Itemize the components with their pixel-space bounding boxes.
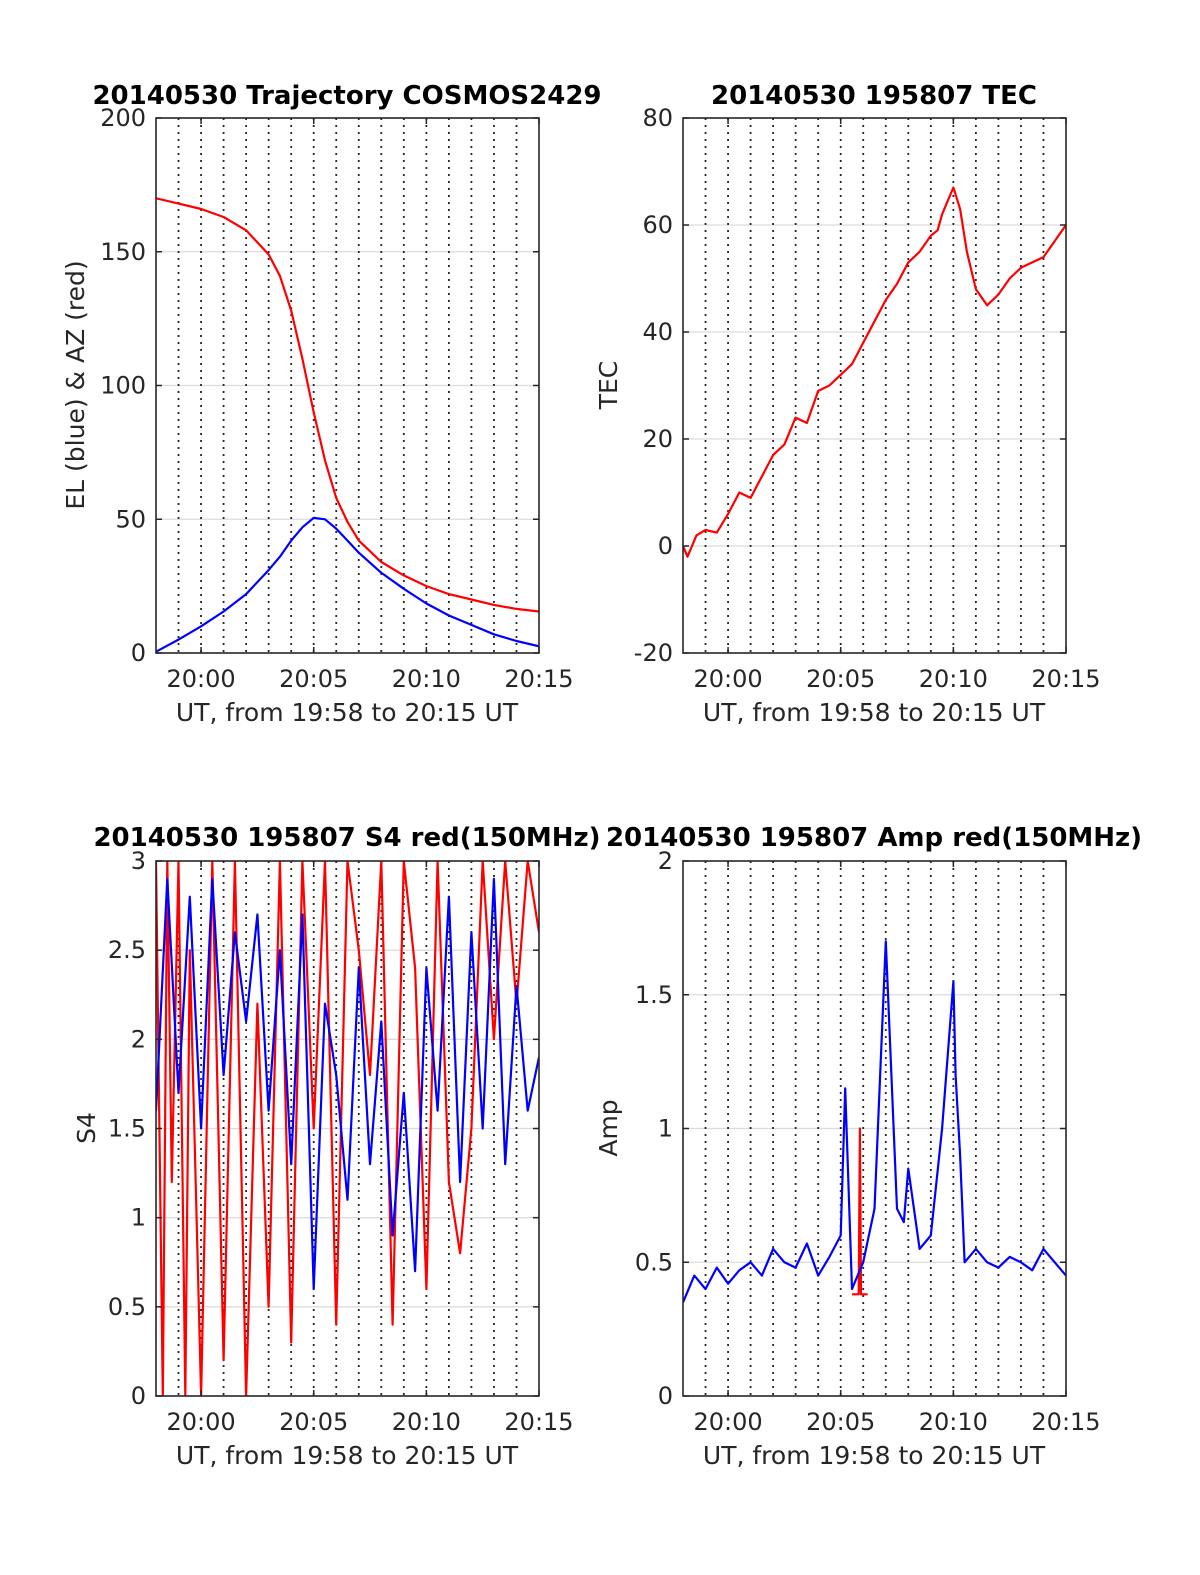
tec-series-group	[683, 186, 1066, 558]
tec-ytick-label-2: 20	[642, 425, 673, 453]
tec-xtick-label-3: 20:15	[1031, 665, 1100, 693]
trajectory-panel: 20140530 Trajectory COSMOS2429 0 50 100 150…	[61, 81, 602, 727]
s4-ytick-label-6: 3	[131, 847, 146, 875]
trajectory-xtick-label-0: 20:00	[166, 665, 235, 693]
s4-xtick-label-0: 20:00	[166, 1408, 235, 1436]
tec-ytick-label-4: 60	[642, 211, 673, 239]
amp-ytick-label-1: 0.5	[635, 1248, 673, 1276]
tec-panel: 20140530 195807 TEC -20 0 20 40 60 80 20:00 20:…	[594, 81, 1101, 727]
s4-ylabel: S4	[72, 1112, 101, 1144]
s4-panel: 20140530 195807 S4 red(150MHz) 0 0.5 1 1.5 2…	[72, 823, 601, 1470]
tec-axes-frame	[682, 117, 1067, 654]
s4-xlabel: UT, from 19:58 to 20:15 UT	[176, 1441, 519, 1470]
amp-xtick-label-3: 20:15	[1031, 1408, 1100, 1436]
tec-xtick-label-0: 20:00	[693, 665, 762, 693]
amp-series-1-line	[683, 940, 1066, 1303]
amp-ytick-label-2: 1	[658, 1115, 673, 1143]
amp-title: 20140530 195807 Amp red(150MHz)	[606, 823, 1142, 853]
tec-xtick-label-2: 20:10	[919, 665, 988, 693]
s4-ytick-label-4: 2	[131, 1025, 146, 1053]
amp-ytick-label-3: 1.5	[635, 981, 673, 1009]
trajectory-ytick-label-0: 0	[131, 639, 146, 667]
amp-xtick-label-1: 20:05	[806, 1408, 875, 1436]
amp-panel: 20140530 195807 Amp red(150MHz) 0 0.5 1 1.5…	[594, 823, 1142, 1470]
trajectory-series-group	[156, 197, 539, 653]
trajectory-xtick-label-2: 20:10	[392, 665, 461, 693]
amp-ylabel: Amp	[594, 1099, 623, 1156]
trajectory-xlabel: UT, from 19:58 to 20:15 UT	[176, 698, 519, 727]
s4-title: 20140530 195807 S4 red(150MHz)	[93, 823, 600, 853]
s4-xtick-label-3: 20:15	[504, 1408, 573, 1436]
amp-xtick-label-2: 20:10	[919, 1408, 988, 1436]
s4-ytick-label-5: 2.5	[108, 936, 146, 964]
trajectory-title: 20140530 Trajectory COSMOS2429	[92, 81, 601, 111]
s4-xtick-label-2: 20:10	[392, 1408, 461, 1436]
s4-series-1-line	[156, 877, 539, 1291]
s4-xtick-label-1: 20:05	[279, 1408, 348, 1436]
trajectory-ytick-label-2: 100	[100, 372, 146, 400]
s4-ytick-label-0: 0	[131, 1382, 146, 1410]
amp-xlabel: UT, from 19:58 to 20:15 UT	[703, 1441, 1046, 1470]
amp-ytick-label-4: 2	[658, 847, 673, 875]
tec-xlabel: UT, from 19:58 to 20:15 UT	[703, 698, 1046, 727]
trajectory-ytick-label-3: 150	[100, 238, 146, 266]
tec-xtick-label-1: 20:05	[806, 665, 875, 693]
s4-plot-area: 0 0.5 1 1.5 2 2.5 3 20:00 20:05 20:10 20:15	[108, 847, 574, 1436]
amp-series-0-line	[852, 1127, 868, 1296]
trajectory-xtick-label-3: 20:15	[504, 665, 573, 693]
trajectory-xtick-label-1: 20:05	[279, 665, 348, 693]
tec-title: 20140530 195807 TEC	[711, 81, 1037, 111]
tec-ylabel: TEC	[594, 361, 623, 411]
trajectory-ylabel: EL (blue) & AZ (red)	[61, 260, 90, 509]
amp-series-group	[683, 940, 1066, 1303]
trajectory-ytick-label-1: 50	[115, 505, 146, 533]
amp-ytick-label-0: 0	[658, 1382, 673, 1410]
tec-ytick-label-5: 80	[642, 104, 673, 132]
amp-plot-area: 0 0.5 1 1.5 2 20:00 20:05 20:10 20:15	[635, 847, 1101, 1436]
tec-series-0-line	[683, 186, 1066, 558]
trajectory-ytick-label-4: 200	[100, 104, 146, 132]
trajectory-plot-area: 0 50 100 150 200 20:00 20:05 20:10 20:15	[100, 104, 573, 693]
tec-plot-area: -20 0 20 40 60 80 20:00 20:05 20:10 20:15	[634, 104, 1101, 693]
s4-ytick-label-1: 0.5	[108, 1293, 146, 1321]
tec-ytick-label-3: 40	[642, 318, 673, 346]
tec-ytick-label-0: -20	[634, 639, 673, 667]
s4-series-0-line	[156, 861, 539, 1396]
tec-ytick-label-1: 0	[658, 532, 673, 560]
amp-xtick-label-0: 20:00	[693, 1408, 762, 1436]
trajectory-series-1-line	[156, 516, 539, 653]
s4-ytick-label-3: 1.5	[108, 1115, 146, 1143]
s4-series-group	[156, 861, 539, 1396]
trajectory-series-0-line	[156, 197, 539, 613]
s4-ytick-label-2: 1	[131, 1204, 146, 1232]
